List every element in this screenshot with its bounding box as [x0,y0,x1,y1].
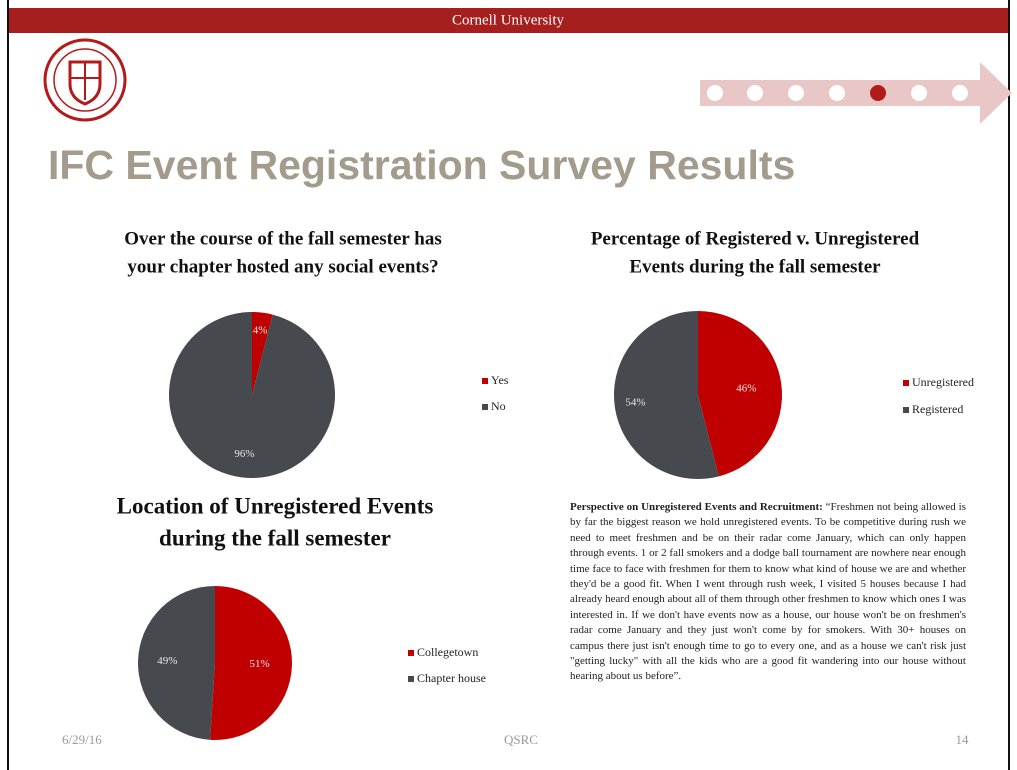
quote-lead: Perspective on Unregistered Events and R… [570,501,823,513]
legend-label: Registered [912,402,963,416]
data-label: 46% [736,382,756,394]
legend-swatch [408,676,414,682]
pie-slice [613,311,719,480]
pie-slice [210,586,292,741]
footer-date: 6/29/16 [62,732,102,747]
pie-slice [698,311,782,477]
quote: Perspective on Unregistered Events and R… [570,500,966,685]
right-border [1008,0,1010,770]
legend-label: Collegetown [417,645,478,659]
chart-title: Percentage of Registered v. Unregistered [591,228,920,249]
footer-page: 14 [956,732,970,747]
chart-title: Events during the fall semester [629,256,881,277]
legend-swatch [482,378,488,384]
left-border [7,0,9,770]
chart-title: during the fall semester [159,525,391,550]
legend-label: Yes [491,373,509,387]
slide-title: IFC Event Registration Survey Results [48,142,795,188]
pie-slice [169,312,335,479]
header-bar [9,8,1008,33]
data-label: 54% [625,396,645,408]
legend-swatch [903,407,909,413]
progress-arrow [700,62,1012,124]
data-label: 96% [234,448,254,460]
chart-title: your chapter hosted any social events? [127,256,438,277]
header-text: Cornell University [452,12,565,28]
data-label: 4% [253,324,268,336]
legend-label: No [491,399,506,413]
chart-title: Location of Unregistered Events [117,493,434,518]
legend-swatch [903,380,909,386]
data-label: 49% [157,655,177,667]
legend-label: Chapter house [417,671,486,685]
footer-org: QSRC [504,732,538,747]
logo [43,38,127,122]
pie-slice [137,586,215,740]
legend-swatch [482,404,488,410]
data-label: 51% [250,658,270,670]
legend-label: Unregistered [912,375,974,389]
chart-title: Over the course of the fall semester has [124,228,441,249]
legend-swatch [408,650,414,656]
quote-text: “Freshmen not being allowed is by far th… [570,501,967,683]
pie-slice [252,312,273,395]
